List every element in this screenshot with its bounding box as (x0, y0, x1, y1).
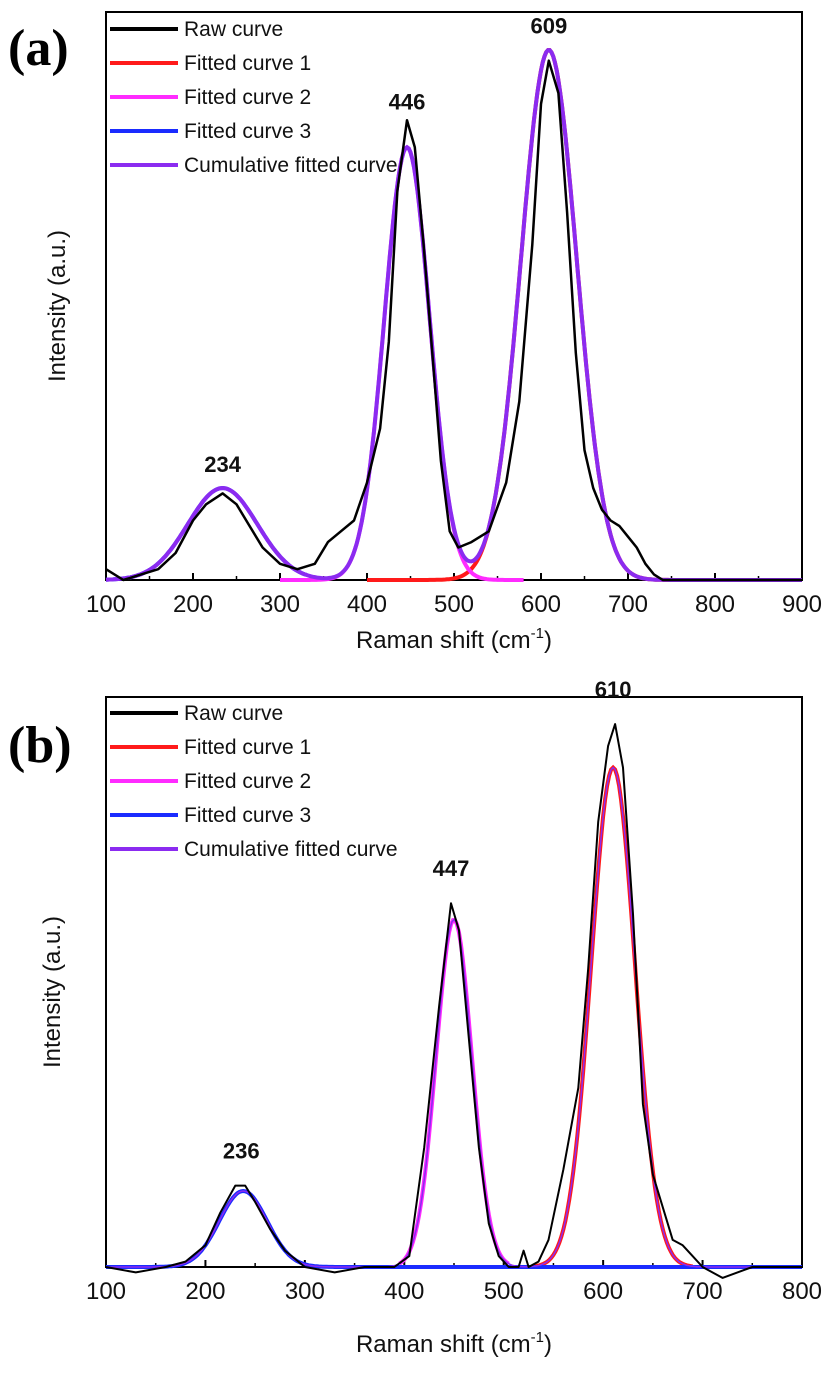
legend-label: Raw curve (184, 18, 283, 41)
x-axis-title-close: ) (544, 1331, 552, 1358)
legend-label: Cumulative fitted curve (184, 838, 398, 861)
legend-label: Cumulative fitted curve (184, 154, 398, 177)
legend: Raw curve Fitted curve 1 Fitted curve 2 Fit… (110, 702, 398, 861)
x-axis-title-main: Raman shift (cm (356, 1331, 531, 1358)
x-tick-label: 800 (695, 591, 735, 618)
legend-label: Fitted curve 1 (184, 52, 311, 75)
legend-label: Fitted curve 2 (184, 86, 311, 109)
y-axis-title: Intensity (a.u.) (39, 916, 66, 1068)
peak-label: 236 (223, 1138, 260, 1163)
x-tick-label: 600 (583, 1278, 623, 1305)
x-tick-label: 500 (434, 591, 474, 618)
peak-label: 446 (389, 89, 426, 114)
x-tick-label: 400 (384, 1278, 424, 1305)
fitted-curve-3-line (105, 485, 307, 582)
x-axis-title-main: Raman shift (cm (356, 627, 531, 654)
x-axis-title-superscript: -1 (531, 625, 544, 642)
fitted-curve-2-line (280, 144, 524, 582)
peak-label: 610 (595, 677, 632, 702)
x-axis-title-superscript: -1 (531, 1329, 544, 1346)
fitted-curve-1-line (367, 48, 715, 582)
x-tick-label: 200 (173, 591, 213, 618)
x-tick-label: 200 (185, 1278, 225, 1305)
chart-panel-b: 100 200 300 400 500 600 700 800 Raman shift (cm-… (8, 677, 822, 1358)
x-axis-title: Raman shift (cm-1) (356, 1329, 552, 1358)
fitted-curve-1-line (533, 764, 693, 1269)
x-tick-label: 700 (683, 1278, 723, 1305)
chart-panel-a: 100 200 300 400 500 600 700 800 900 Raman shift (… (8, 11, 822, 654)
legend-label: Raw curve (184, 702, 283, 725)
fitted-curve-3-line (106, 1188, 802, 1269)
x-tick-label: 500 (484, 1278, 524, 1305)
legend: Raw curve Fitted curve 1 Fitted curve 2 Fit… (110, 18, 398, 177)
x-axis-title-close: ) (544, 627, 552, 654)
cumulative-fitted-curve-line (106, 766, 802, 1268)
x-tick-label: 700 (608, 591, 648, 618)
legend-label: Fitted curve 2 (184, 770, 311, 793)
legend-label: Fitted curve 1 (184, 736, 311, 759)
x-tick-label: 300 (285, 1278, 325, 1305)
peak-label: 447 (433, 856, 470, 881)
legend-label: Fitted curve 3 (184, 804, 311, 827)
x-tick-label: 300 (260, 591, 300, 618)
y-axis-title: Intensity (a.u.) (44, 230, 71, 382)
x-tick-label: 900 (782, 591, 822, 618)
panel-label: (a) (8, 20, 69, 77)
legend-label: Fitted curve 3 (184, 120, 311, 143)
peak-label: 609 (530, 14, 567, 39)
x-axis-title: Raman shift (cm-1) (356, 625, 552, 654)
x-tick-label: 600 (521, 591, 561, 618)
panel-label: (b) (8, 717, 72, 774)
raw-curve-line (105, 59, 802, 582)
x-tick-label: 100 (86, 1278, 126, 1305)
x-tick-label: 100 (86, 591, 126, 618)
x-tick-label: 800 (782, 1278, 822, 1305)
peak-label: 234 (204, 452, 241, 477)
raw-curve-line (105, 723, 802, 1279)
x-tick-label: 400 (347, 591, 387, 618)
